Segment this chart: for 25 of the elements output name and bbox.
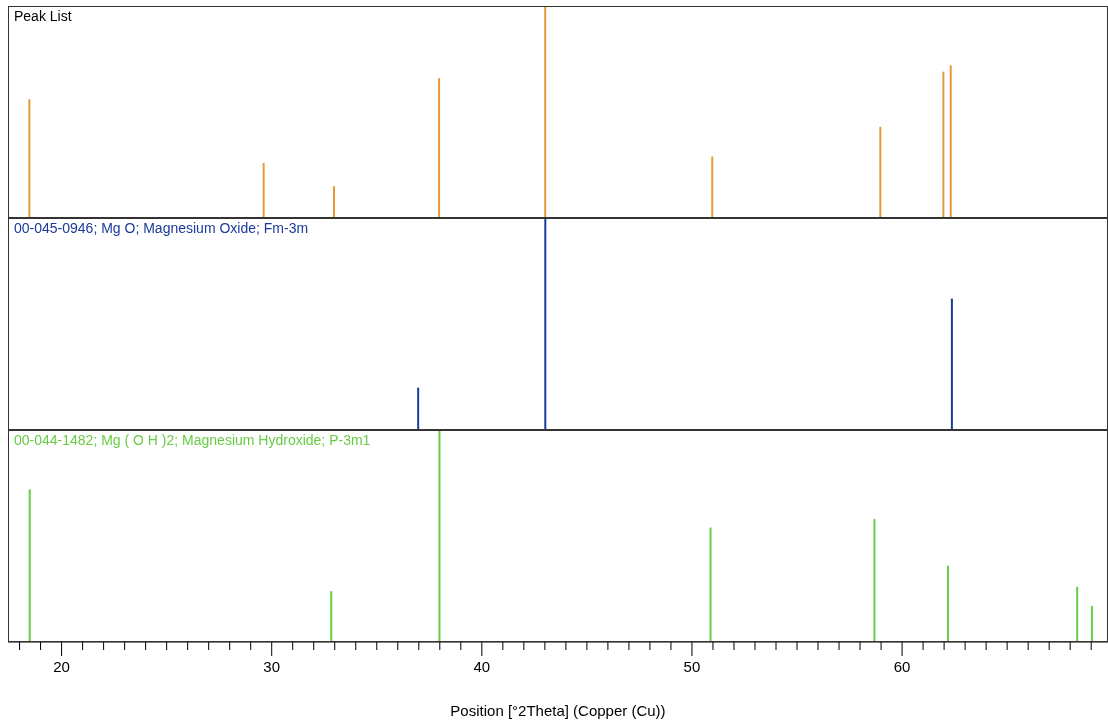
bar: [873, 519, 876, 642]
x-axis-title: Position [°2Theta] (Copper (Cu)): [450, 702, 666, 719]
x-tick-label: 60: [893, 658, 911, 675]
bar: [946, 565, 949, 642]
text: 00-045-0946; Mg O; Magnesium Oxide; Fm-3m: [14, 220, 309, 236]
text: 00-044-1482; Mg ( O H )2; Magnesium Hydroxide; P-3m1: [14, 432, 371, 448]
bar: [438, 430, 441, 642]
x-tick-label: 20: [53, 658, 70, 675]
bar: [333, 186, 336, 218]
bar: [1090, 605, 1093, 642]
bar: [879, 126, 882, 218]
x-tick-label: 40: [473, 658, 491, 675]
x-tick-label: 30: [263, 658, 281, 675]
bar: [709, 527, 712, 642]
bar: [942, 71, 945, 218]
bar: [711, 156, 714, 218]
bar: [262, 162, 265, 218]
x-tick-label: 50: [683, 658, 701, 675]
bar: [949, 65, 952, 218]
bar: [28, 489, 31, 642]
bar: [438, 78, 441, 218]
bar: [330, 591, 333, 642]
bar: [28, 99, 31, 218]
chart-title: Peak List: [14, 8, 72, 24]
bar: [1076, 586, 1079, 642]
